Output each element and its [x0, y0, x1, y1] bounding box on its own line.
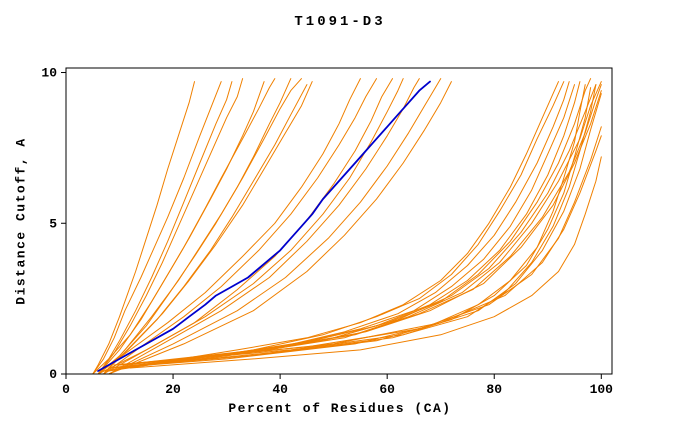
model-curve	[108, 87, 592, 369]
model-curve	[103, 78, 404, 375]
x-tick-label: 100	[590, 382, 614, 397]
chart-title: T1091-D3	[294, 14, 386, 30]
model-curve	[97, 78, 361, 375]
model-curve	[113, 93, 602, 366]
y-tick-label: 5	[49, 216, 57, 231]
highlighted-model-curve	[97, 80, 431, 372]
x-tick-label: 20	[165, 382, 181, 397]
model-curve	[103, 81, 313, 375]
model-curve	[103, 78, 377, 375]
model-curve	[129, 156, 602, 369]
x-tick-label: 60	[379, 382, 395, 397]
model-curve	[113, 84, 597, 369]
x-tick-label: 80	[486, 382, 502, 397]
model-curve	[97, 78, 276, 375]
x-axis-label: Percent of Residues (CA)	[228, 401, 452, 416]
y-tick-label: 10	[41, 66, 57, 81]
model-curve	[92, 81, 222, 375]
model-curve	[97, 78, 244, 375]
model-curve	[97, 78, 292, 375]
model-curve	[108, 84, 586, 369]
model-curve	[119, 126, 602, 366]
model-curve	[108, 78, 442, 375]
y-tick-label: 0	[49, 367, 57, 382]
x-tick-label: 0	[62, 382, 70, 397]
model-curve	[113, 81, 602, 366]
model-curve	[92, 81, 195, 375]
model-curve	[97, 81, 233, 375]
model-curve	[103, 81, 559, 372]
model-curve	[124, 135, 602, 366]
model-curve	[92, 81, 265, 375]
model-curve	[113, 84, 597, 369]
model-curve	[103, 78, 302, 375]
plot-frame	[65, 67, 613, 375]
model-curve	[108, 81, 452, 375]
model-curve	[103, 81, 565, 372]
model-curve	[119, 90, 602, 366]
x-tick-label: 40	[272, 382, 288, 397]
model-curve	[108, 78, 420, 375]
